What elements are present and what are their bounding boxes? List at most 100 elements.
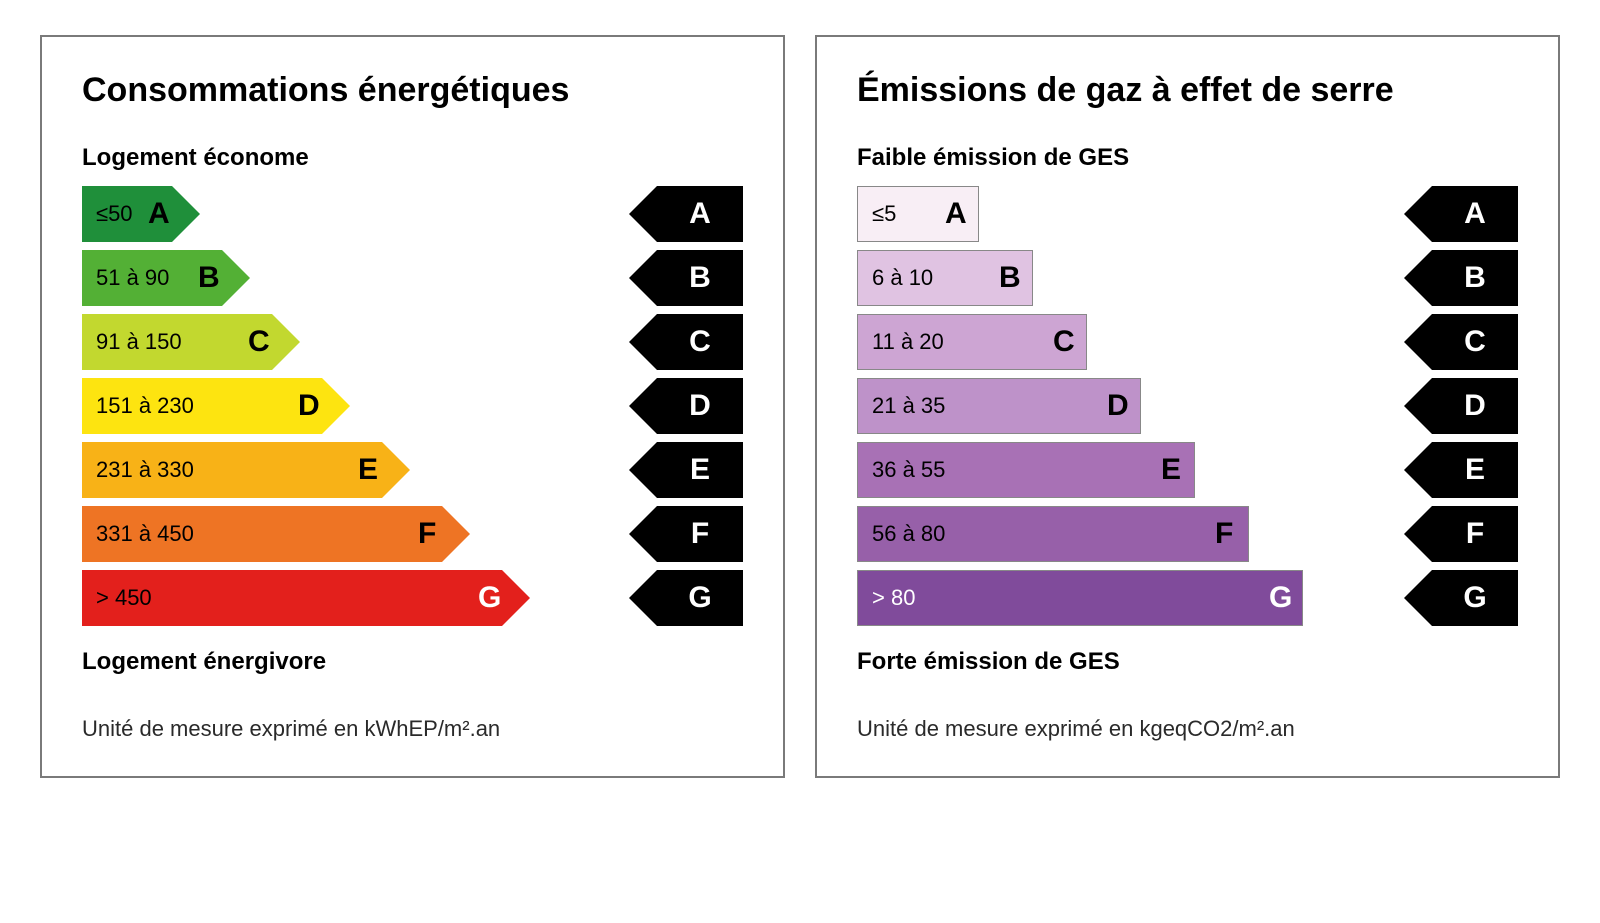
rating-indicator-letter: B (1464, 261, 1486, 295)
arrow-tip-icon (272, 314, 300, 370)
rating-letter: G (478, 570, 501, 626)
rating-row: ≤50 A A (82, 186, 743, 242)
arrow-tip-icon (322, 378, 350, 434)
rating-letter: D (298, 378, 320, 434)
rating-indicator-letter: D (689, 389, 711, 423)
rating-bar: 56 à 80 (857, 506, 1249, 562)
rating-indicator-letter: C (689, 325, 711, 359)
rating-row: 6 à 10BB (857, 250, 1518, 306)
rating-letter: A (148, 186, 170, 242)
rating-range: > 450 (96, 585, 152, 611)
rating-indicator-body: F (1432, 506, 1518, 562)
rating-row: 151 à 230 D D (82, 378, 743, 434)
rating-indicator-arrow: A (629, 186, 743, 242)
rating-row: 91 à 150 C C (82, 314, 743, 370)
ges-unit: Unité de mesure exprimé en kgeqCO2/m².an (857, 716, 1518, 742)
rating-indicator-letter: F (1466, 517, 1484, 551)
energy-subtitle-top: Logement économe (82, 144, 743, 172)
rating-indicator-letter: A (1464, 197, 1486, 231)
arrow-tip-icon (629, 442, 657, 498)
rating-bar: ≤50 (82, 186, 200, 242)
rating-range: ≤50 (96, 201, 133, 227)
arrow-tip-icon (629, 506, 657, 562)
rating-indicator-letter: D (1464, 389, 1486, 423)
rating-range: 11 à 20 (872, 329, 944, 355)
rating-bar: 21 à 35 (857, 378, 1141, 434)
rating-row: 36 à 55EE (857, 442, 1518, 498)
rating-letter: C (248, 314, 270, 370)
rating-indicator-letter: G (688, 581, 711, 615)
rating-bar-body: 151 à 230 (82, 378, 322, 434)
energy-rows: ≤50 A A 51 à 90 B B 91 à 150 C C 151 à 230 D D 231 à… (82, 186, 743, 626)
rating-indicator-arrow: D (629, 378, 743, 434)
rating-letter: C (1053, 314, 1075, 370)
rating-letter: E (358, 442, 378, 498)
arrow-tip-icon (629, 570, 657, 626)
rating-indicator-arrow: C (1404, 314, 1518, 370)
energy-unit: Unité de mesure exprimé en kWhEP/m².an (82, 716, 743, 742)
rating-bar: 331 à 450 (82, 506, 470, 562)
arrow-tip-icon (502, 570, 530, 626)
rating-indicator-body: A (1432, 186, 1518, 242)
rating-letter: F (1215, 506, 1233, 562)
rating-indicator-letter: A (689, 197, 711, 231)
rating-indicator-body: C (1432, 314, 1518, 370)
rating-range: 51 à 90 (96, 265, 169, 291)
rating-indicator-arrow: B (1404, 250, 1518, 306)
arrow-tip-icon (382, 442, 410, 498)
rating-letter: D (1107, 378, 1129, 434)
arrow-tip-icon (629, 378, 657, 434)
rating-indicator-letter: G (1463, 581, 1486, 615)
arrow-tip-icon (629, 314, 657, 370)
rating-range: ≤5 (872, 201, 896, 227)
rating-bar: 36 à 55 (857, 442, 1195, 498)
rating-indicator-body: B (657, 250, 743, 306)
rating-indicator-letter: F (691, 517, 709, 551)
rating-bar-body: 331 à 450 (82, 506, 442, 562)
rating-indicator-body: D (1432, 378, 1518, 434)
rating-bar-body: 231 à 330 (82, 442, 382, 498)
arrow-tip-icon (172, 186, 200, 242)
rating-indicator-body: E (657, 442, 743, 498)
rating-letter: E (1161, 442, 1181, 498)
rating-indicator-arrow: B (629, 250, 743, 306)
rating-range: 331 à 450 (96, 521, 194, 547)
rating-row: > 80GG (857, 570, 1518, 626)
rating-indicator-body: F (657, 506, 743, 562)
rating-row: 21 à 35 D D (857, 378, 1518, 434)
rating-row: 51 à 90 B B (82, 250, 743, 306)
rating-row: 331 à 450 F F (82, 506, 743, 562)
rating-range: 21 à 35 (872, 393, 945, 419)
rating-indicator-body: B (1432, 250, 1518, 306)
rating-range: 56 à 80 (872, 521, 945, 547)
page-wrap: Consommations énergétiques Logement écon… (0, 0, 1600, 923)
rating-indicator-letter: E (690, 453, 710, 487)
rating-letter: F (418, 506, 436, 562)
rating-range: 91 à 150 (96, 329, 182, 355)
energy-subtitle-bottom: Logement énergivore (82, 648, 743, 676)
arrow-tip-icon (629, 186, 657, 242)
arrow-tip-icon (1404, 506, 1432, 562)
rating-indicator-letter: C (1464, 325, 1486, 359)
arrow-tip-icon (1404, 314, 1432, 370)
rating-bar: > 80 (857, 570, 1303, 626)
rating-indicator-arrow: F (629, 506, 743, 562)
rating-indicator-arrow: G (629, 570, 743, 626)
energy-title: Consommations énergétiques (82, 71, 743, 110)
rating-bar-body: 91 à 150 (82, 314, 272, 370)
rating-letter: B (198, 250, 220, 306)
rating-row: > 450 G G (82, 570, 743, 626)
rating-range: > 80 (872, 585, 915, 611)
rating-row: ≤5 A A (857, 186, 1518, 242)
arrow-tip-icon (1404, 442, 1432, 498)
rating-bar: 51 à 90 (82, 250, 250, 306)
rating-bar-body: > 450 (82, 570, 502, 626)
arrow-tip-icon (442, 506, 470, 562)
rating-range: 151 à 230 (96, 393, 194, 419)
rating-indicator-letter: E (1465, 453, 1485, 487)
ges-subtitle-bottom: Forte émission de GES (857, 648, 1518, 676)
arrow-tip-icon (1404, 186, 1432, 242)
rating-indicator-arrow: A (1404, 186, 1518, 242)
arrow-tip-icon (1404, 250, 1432, 306)
rating-letter: A (945, 186, 967, 242)
